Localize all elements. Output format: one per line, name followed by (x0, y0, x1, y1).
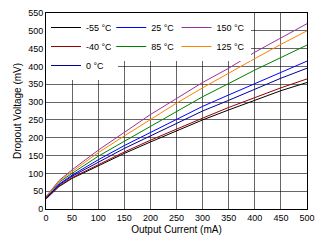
svg-text:150: 150 (28, 151, 43, 161)
svg-text:-55 °C: -55 °C (86, 23, 112, 33)
svg-text:85 °C: 85 °C (151, 42, 174, 52)
svg-text:Dropout Voltage (mV): Dropout Voltage (mV) (12, 63, 23, 159)
svg-text:350: 350 (221, 213, 236, 223)
svg-text:150 °C: 150 °C (217, 23, 245, 33)
svg-text:125 °C: 125 °C (217, 42, 245, 52)
svg-text:500: 500 (28, 26, 43, 36)
svg-text:100: 100 (91, 213, 106, 223)
svg-text:25 °C: 25 °C (151, 23, 174, 33)
svg-text:100: 100 (28, 169, 43, 179)
svg-text:200: 200 (28, 133, 43, 143)
svg-text:0 °C: 0 °C (86, 61, 104, 71)
svg-text:450: 450 (28, 44, 43, 54)
svg-text:400: 400 (28, 62, 43, 72)
svg-text:400: 400 (247, 213, 262, 223)
svg-text:250: 250 (28, 115, 43, 125)
svg-text:300: 300 (195, 213, 210, 223)
svg-text:550: 550 (28, 8, 43, 18)
svg-text:500: 500 (299, 213, 314, 223)
svg-text:350: 350 (28, 79, 43, 89)
svg-text:Output Current (mA): Output Current (mA) (131, 224, 222, 235)
svg-text:150: 150 (117, 213, 132, 223)
svg-text:450: 450 (273, 213, 288, 223)
svg-text:50: 50 (67, 213, 77, 223)
svg-text:0: 0 (43, 213, 48, 223)
svg-text:250: 250 (169, 213, 184, 223)
svg-text:0: 0 (38, 204, 43, 214)
svg-text:-40 °C: -40 °C (86, 42, 112, 52)
svg-text:200: 200 (143, 213, 158, 223)
svg-text:50: 50 (33, 186, 43, 196)
svg-text:300: 300 (28, 97, 43, 107)
